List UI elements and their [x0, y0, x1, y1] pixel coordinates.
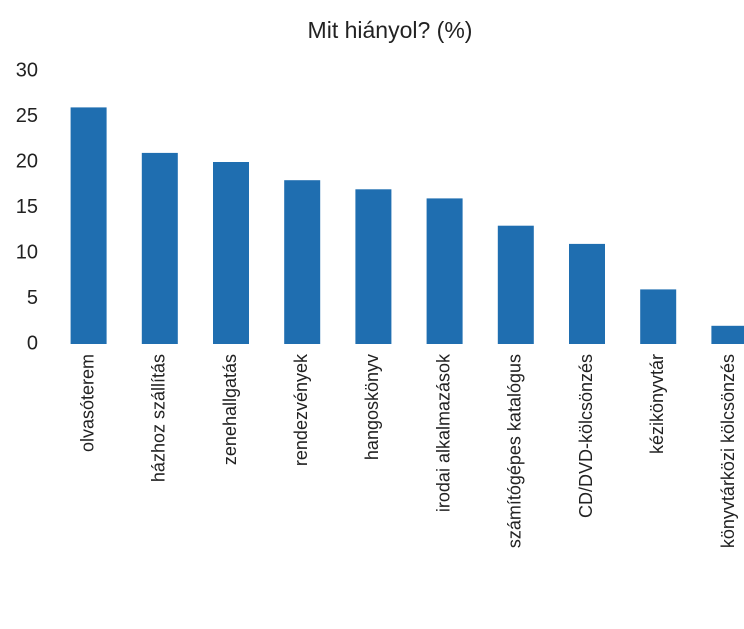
bar — [284, 180, 321, 344]
bar — [213, 162, 249, 344]
x-tick-label: számítógépes katalógus — [505, 354, 525, 548]
chart-title: Mit hiányol? (%) — [308, 17, 473, 43]
x-tick-label: irodai alkalmazások — [433, 353, 453, 512]
bar — [141, 152, 178, 344]
bar — [569, 243, 605, 344]
bar — [497, 225, 534, 344]
x-tick-label: rendezvények — [291, 353, 311, 466]
x-tick-label: olvasóterem — [77, 354, 97, 452]
bar — [711, 325, 744, 344]
y-tick-label: 10 — [16, 241, 38, 263]
x-tick-label: házhoz szállítás — [149, 354, 169, 482]
x-tick-label: kézikönyvtár — [647, 354, 667, 454]
y-tick-label: 15 — [16, 196, 38, 218]
bar — [426, 198, 463, 344]
y-tick-label: 25 — [16, 105, 38, 127]
y-tick-label: 30 — [16, 59, 38, 81]
bar — [355, 189, 392, 344]
y-tick-label: 5 — [27, 287, 38, 309]
x-tick-label: zenehallgatás — [220, 354, 240, 465]
y-tick-label: 20 — [16, 150, 38, 172]
x-tick-label: könyvtárközi kölcsönzés — [718, 354, 738, 548]
bar — [640, 289, 677, 344]
y-tick-label: 0 — [27, 332, 38, 354]
bar — [70, 107, 107, 345]
x-tick-label: hangoskönyv — [362, 354, 382, 460]
x-tick-label: CD/DVD-kölcsönzés — [576, 354, 596, 518]
